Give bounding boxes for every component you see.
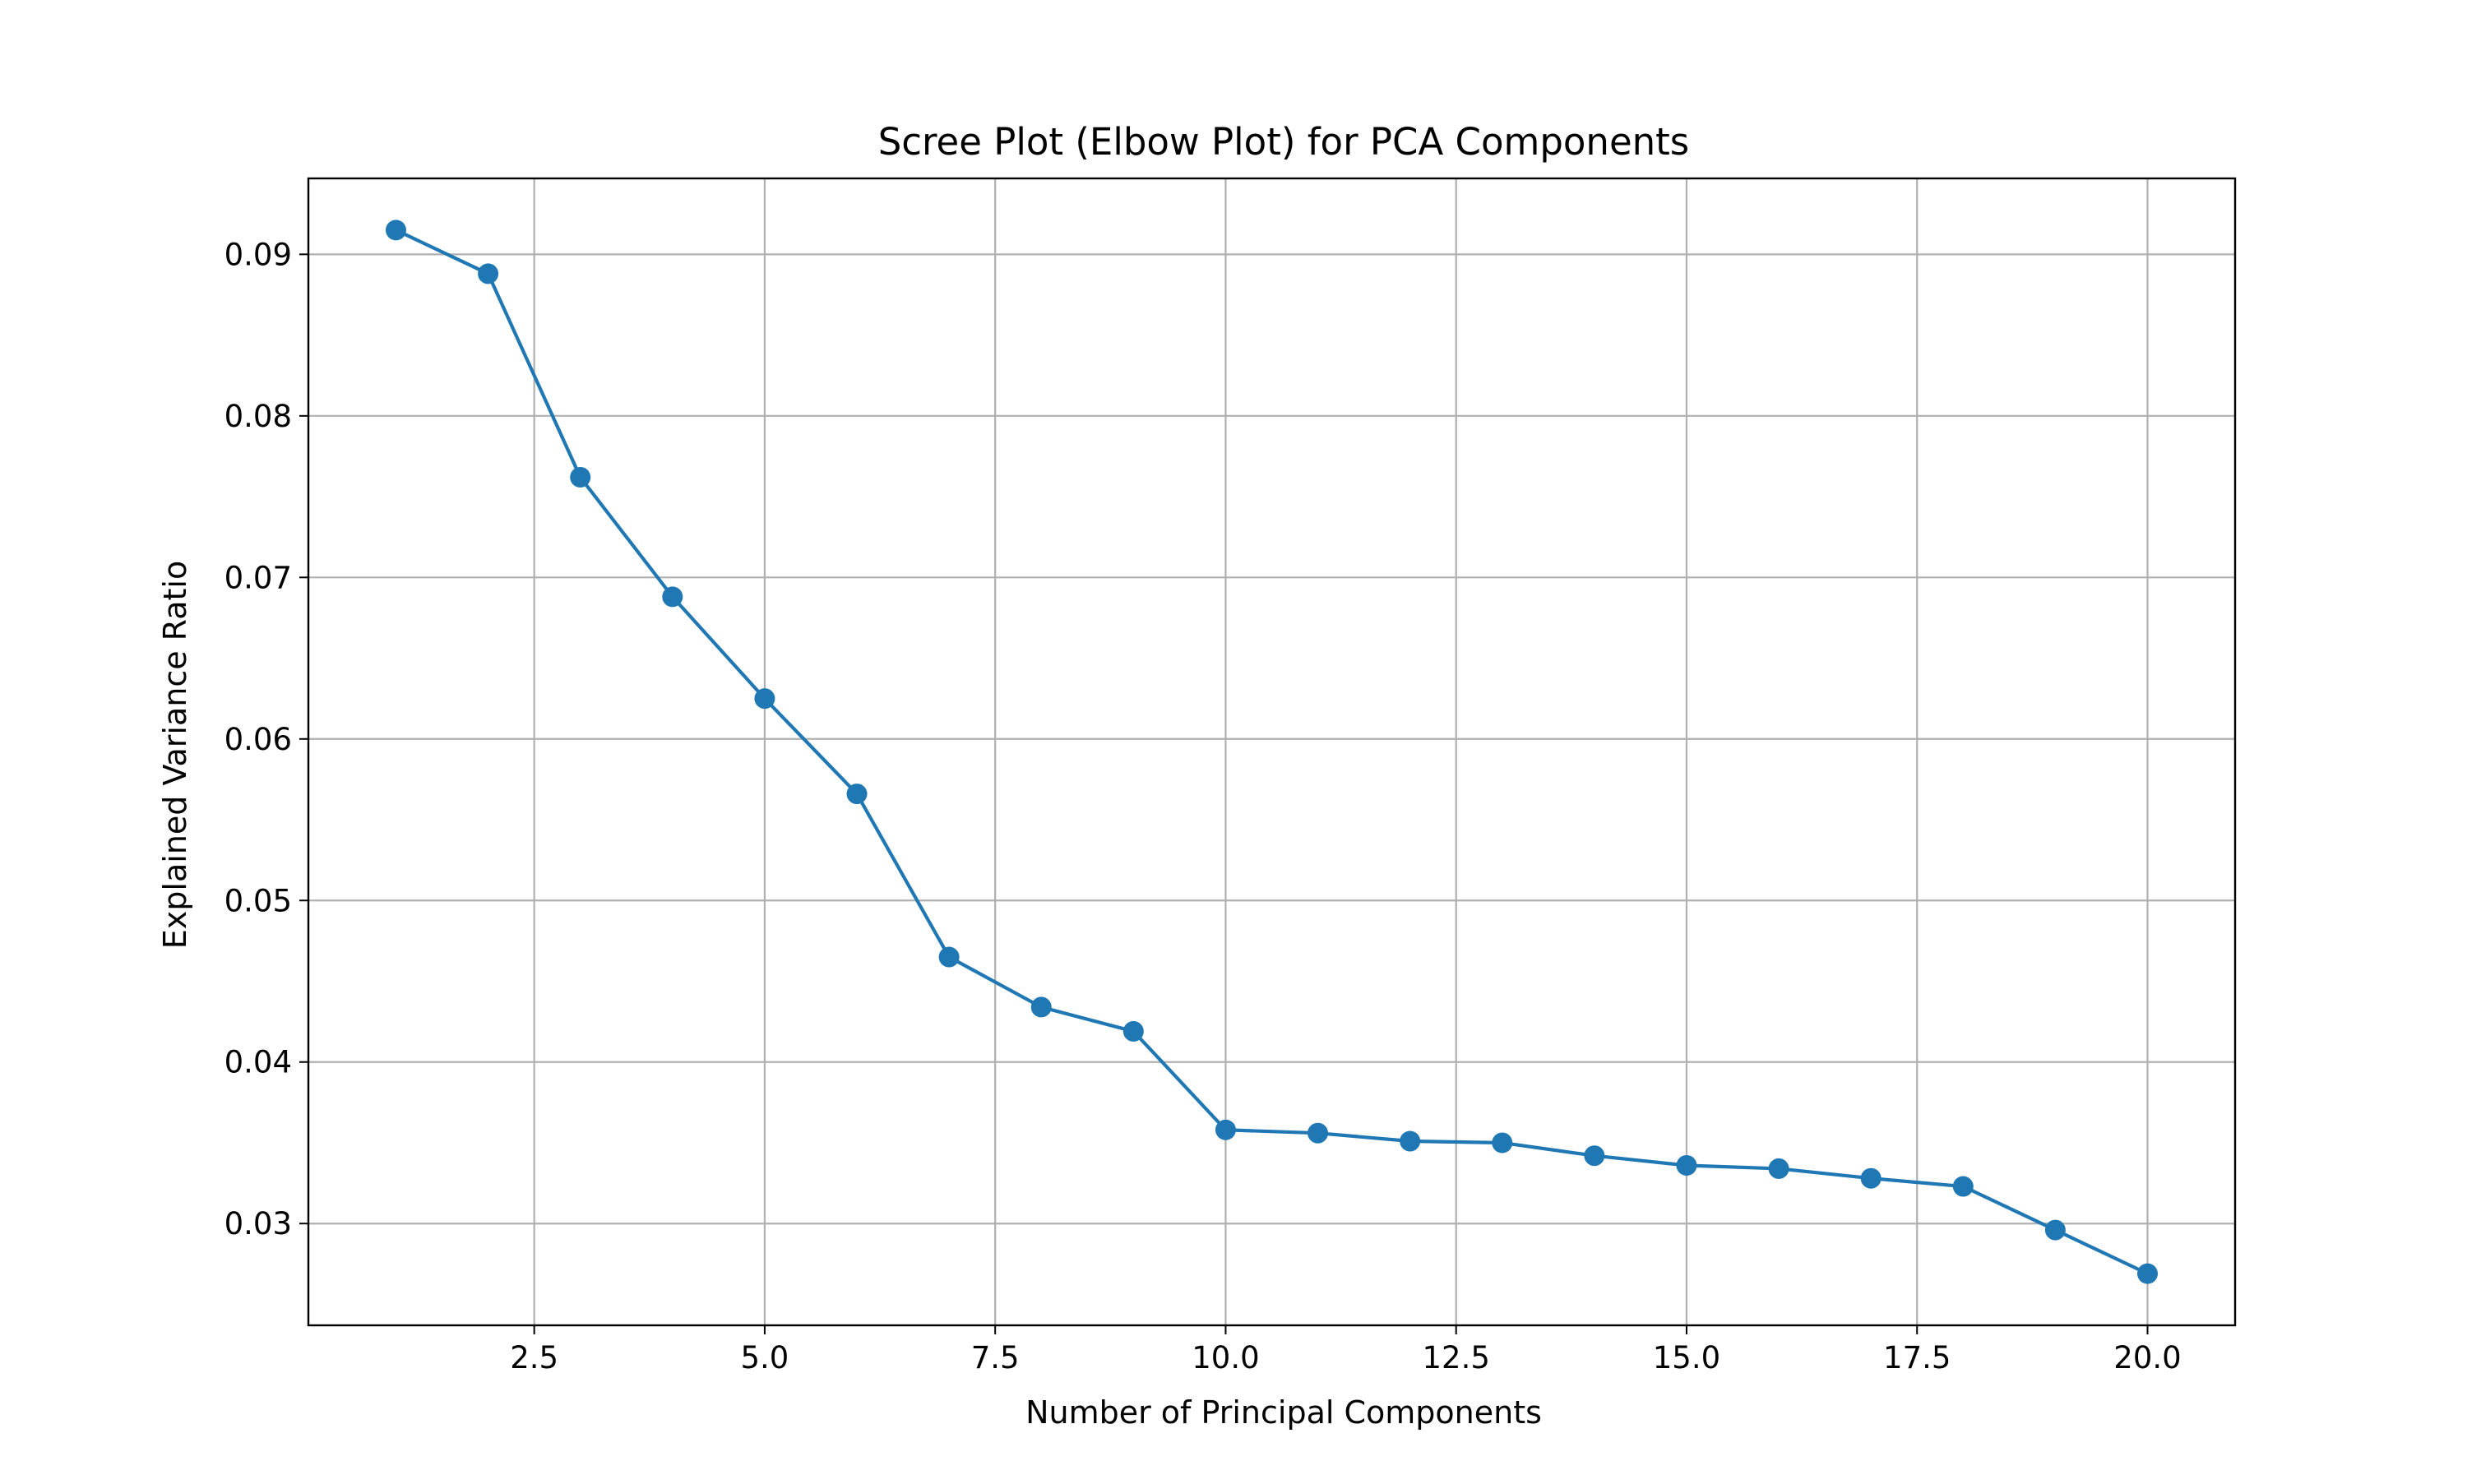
data-point [1030,996,1052,1018]
data-point [754,688,775,710]
data-point [1215,1119,1236,1140]
y-tick-label: 0.09 [224,237,292,272]
data-point [1400,1130,1421,1152]
x-tick-label: 2.5 [510,1340,558,1375]
series-layer [386,220,2158,1284]
data-point [2044,1219,2066,1241]
data-point [1122,1020,1144,1042]
data-point [1768,1158,1789,1179]
data-point [386,220,406,241]
x-tick-label: 12.5 [1423,1340,1490,1375]
x-tick-label: 15.0 [1653,1340,1720,1375]
axes-frame [307,177,2237,1327]
data-point [2137,1263,2158,1284]
y-tick-label: 0.08 [224,399,292,434]
y-tick-label: 0.04 [224,1045,292,1080]
data-point [1308,1122,1329,1144]
data-point [938,946,960,968]
data-point [1492,1132,1513,1153]
data-point [1584,1145,1605,1167]
series-line [395,228,2149,1276]
data-point [662,586,683,608]
y-tick-label: 0.07 [224,560,292,595]
y-tick-label: 0.06 [224,722,292,757]
y-tick-label: 0.03 [224,1206,292,1241]
x-tick-label: 5.0 [740,1340,789,1375]
x-tick-label: 20.0 [2113,1340,2181,1375]
data-point [570,466,591,488]
x-axis-label: Number of Principal Components [1025,1394,1542,1431]
data-point [1860,1167,1881,1189]
tick-layer: 2.5 5.0 7.5 10.0 12.5 15.0 17.5 20.0 0.03 0.04 0.0… [224,237,2182,1375]
x-tick-label: 17.5 [1883,1340,1951,1375]
data-point [1676,1154,1697,1176]
x-tick-label: 10.0 [1192,1340,1259,1375]
x-tick-label: 7.5 [971,1340,1020,1375]
chart-title: Scree Plot (Elbow Plot) for PCA Componen… [878,120,1690,164]
grid-layer [308,178,2235,1325]
data-point [846,784,868,805]
y-tick-label: 0.05 [224,883,292,918]
y-axis-label: Explained Variance Ratio [157,561,193,949]
data-point [478,263,499,284]
data-point [1952,1176,1974,1197]
